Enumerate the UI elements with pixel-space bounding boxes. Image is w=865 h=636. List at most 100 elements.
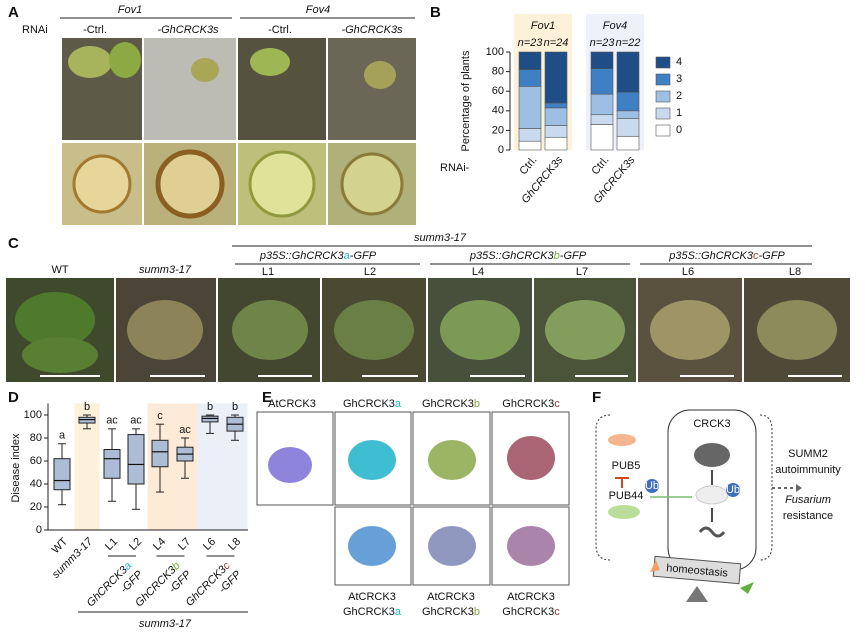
line-label: L8 — [789, 266, 801, 278]
receptor-label: CRCK3 — [693, 418, 730, 430]
outcome-label: Fusarium — [785, 494, 831, 506]
group-label: Fov1 — [531, 20, 555, 32]
x-tick-label: WT — [50, 535, 71, 556]
ligase-label: PUB5 — [612, 460, 641, 472]
structure-title: GhCRCK3b — [422, 398, 480, 410]
ub-circle — [726, 483, 740, 497]
outcome-label: SUMM2 — [788, 448, 828, 460]
bar-segment — [590, 93, 614, 116]
legend-label: 2 — [676, 90, 682, 102]
genotype-label: WT — [51, 264, 68, 276]
legend-label: 0 — [676, 124, 682, 136]
bar-segment — [544, 107, 568, 126]
plants — [232, 300, 308, 360]
box — [127, 434, 145, 485]
column-label: -GhCRCK3s — [341, 24, 403, 36]
label-part: p35S::GhCRCK3 — [668, 250, 754, 262]
box — [103, 449, 121, 479]
label-part: GhCRCK3 — [422, 606, 474, 618]
pub44-shape — [608, 505, 640, 519]
x-tick-label: L8 — [226, 536, 243, 553]
crck3-protein — [695, 485, 729, 505]
y-axis-label: Disease index — [10, 433, 22, 503]
y-tick-label: 60 — [492, 85, 504, 97]
balance-label: homeostasis — [666, 562, 729, 579]
label-letter: a — [395, 398, 402, 410]
y-tick-label: 20 — [492, 124, 504, 136]
bar-segment — [616, 118, 640, 137]
bar-segment — [518, 86, 542, 129]
n-label: n=22 — [616, 37, 641, 49]
protein — [507, 436, 555, 480]
bar-segment — [544, 51, 568, 104]
label-part: GhCRCK3 — [502, 398, 554, 410]
y-tick-label: 20 — [30, 501, 42, 513]
bar-segment — [544, 136, 568, 151]
bar-segment — [518, 51, 542, 70]
frame — [412, 506, 491, 586]
legend-label: 4 — [676, 56, 682, 68]
frame — [491, 506, 570, 586]
y-tick-label: 0 — [36, 524, 42, 536]
column-label: -GhCRCK3s — [157, 24, 219, 36]
y-tick-label: 80 — [30, 432, 42, 444]
label-part: AtCRCK3 — [268, 398, 316, 410]
y-tick-label: 60 — [30, 455, 42, 467]
genotype-label: summ3-17 — [139, 264, 192, 276]
overlay-label: GhCRCK3a — [343, 606, 402, 618]
bar-segment — [590, 51, 614, 69]
construct-label: p35S::GhCRCK3c-GFP — [668, 250, 785, 262]
bar-segment — [590, 124, 614, 151]
leaf — [250, 48, 290, 76]
x-tick-label: Ctrl. — [517, 154, 539, 177]
leaf — [191, 58, 219, 82]
protein — [348, 440, 396, 480]
line-label: L2 — [364, 266, 376, 278]
protein — [268, 447, 312, 483]
bar-segment — [518, 69, 542, 87]
panel-letter: D — [8, 389, 19, 406]
overlay-label: AtCRCK3 — [427, 591, 475, 603]
n-label: n=23 — [518, 37, 544, 49]
frame — [334, 411, 412, 506]
bar-segment — [544, 125, 568, 138]
label-part: -GFP — [560, 250, 587, 262]
line-label: L1 — [262, 266, 274, 278]
leaf — [109, 42, 141, 78]
structure-frames — [256, 411, 570, 586]
bar-segment — [616, 51, 640, 93]
n-label: n=24 — [544, 37, 569, 49]
bar-segment — [616, 91, 640, 112]
ub-label: Ub — [645, 480, 659, 492]
panel-letter: C — [8, 235, 19, 252]
line-label: L4 — [472, 266, 484, 278]
label-part: p35S::GhCRCK3 — [469, 250, 555, 262]
bar-segment — [616, 135, 640, 151]
structure-title: GhCRCK3c — [502, 398, 560, 410]
strain-label: Fov1 — [118, 4, 142, 16]
label-letter: a — [344, 250, 350, 262]
protein — [348, 526, 396, 566]
construct-label: p35S::GhCRCK3a-GFP — [259, 250, 377, 262]
plants — [650, 300, 730, 360]
arrowhead — [796, 484, 802, 492]
label-part: GhCRCK3 — [343, 606, 395, 618]
label-part: -GFP — [758, 250, 785, 262]
stem-section — [248, 150, 316, 218]
structures — [268, 436, 555, 566]
construct-label: p35S::GhCRCK3b-GFP — [469, 250, 587, 262]
label-letter: b — [474, 606, 480, 618]
significance-letter: b — [84, 401, 90, 413]
photo — [144, 38, 236, 140]
legend-swatch — [655, 56, 671, 69]
degraded — [698, 526, 726, 538]
column-label: -Ctrl. — [268, 24, 292, 36]
legend-label: 3 — [676, 73, 682, 85]
photo — [328, 38, 416, 140]
protein — [428, 526, 476, 566]
legend-swatch — [655, 73, 671, 86]
row-label: RNAi — [22, 24, 48, 36]
stem-section — [72, 154, 132, 214]
